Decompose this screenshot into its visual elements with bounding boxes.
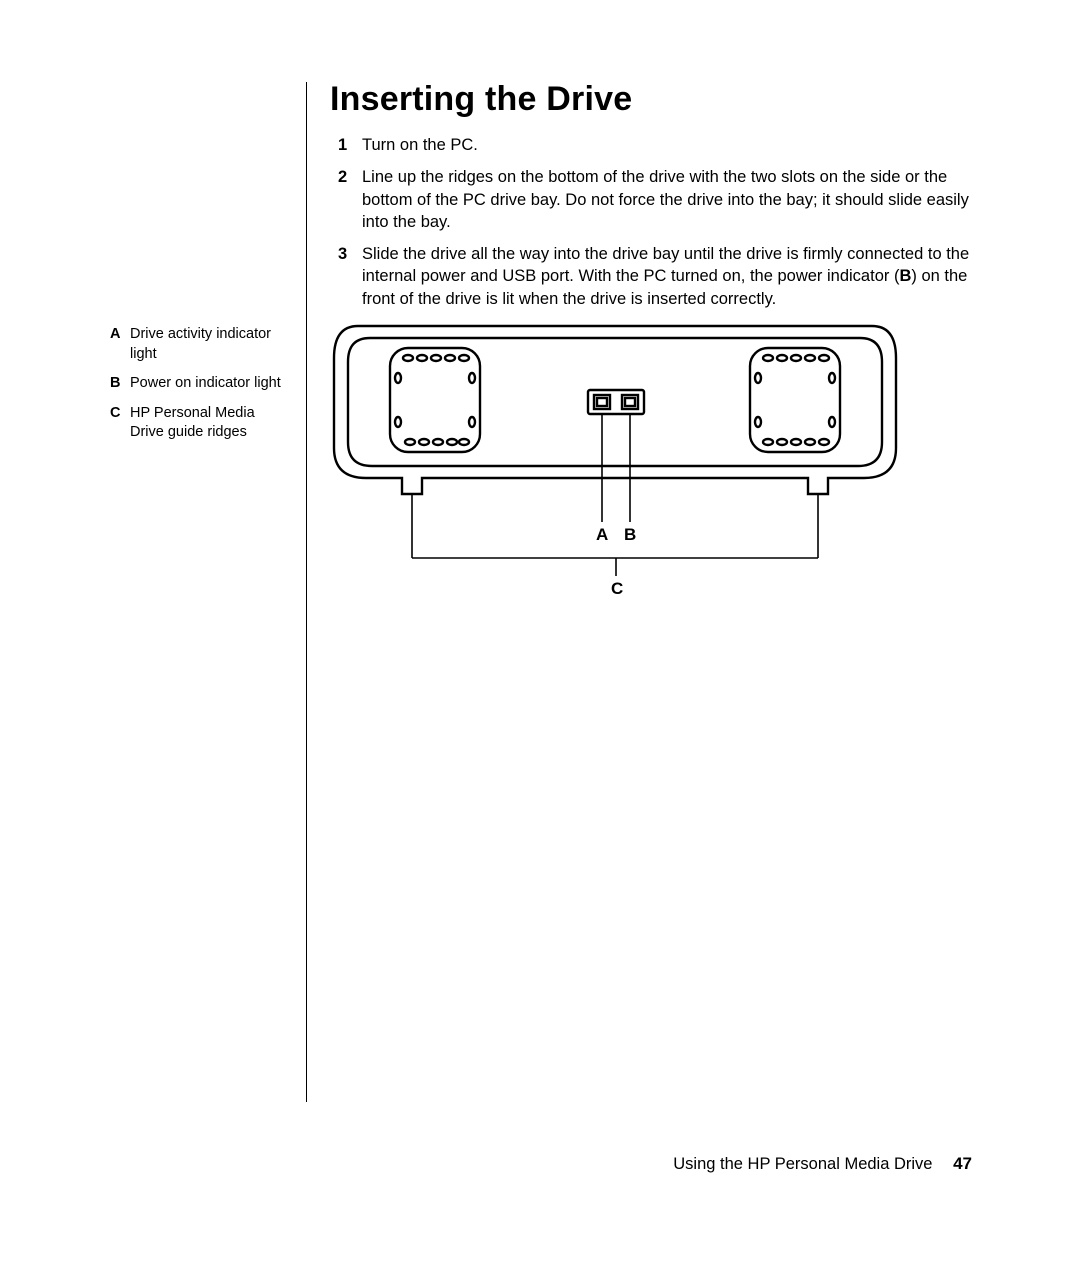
page-title: Inserting the Drive [330,80,632,119]
drive-diagram: A B C [330,318,900,598]
step-item: 1 Turn on the PC. [338,134,986,156]
step-number: 3 [338,243,362,310]
diagram-label-a: A [596,525,608,544]
step-text-pre: Slide the drive all the way into the dri… [362,245,969,285]
step-number: 2 [338,166,362,233]
drive-svg: A B C [330,318,900,598]
diagram-label-c: C [611,579,623,598]
page-footer: Using the HP Personal Media Drive 47 [673,1154,972,1174]
page-number: 47 [953,1154,972,1173]
step-text: Line up the ridges on the bottom of the … [362,166,986,233]
diagram-label-b: B [624,525,636,544]
step-item: 2 Line up the ridges on the bottom of th… [338,166,986,233]
step-number: 1 [338,134,362,156]
legend-letter: C [110,404,130,443]
legend-list: A Drive activity indicator light B Power… [110,325,290,453]
steps-list: 1 Turn on the PC. 2 Line up the ridges o… [338,134,986,320]
legend-text: HP Personal Media Drive guide ridges [130,404,290,443]
step-text: Slide the drive all the way into the dri… [362,243,986,310]
legend-item: A Drive activity indicator light [110,325,290,364]
vertical-divider [306,82,307,1102]
legend-item: B Power on indicator light [110,374,290,394]
footer-text: Using the HP Personal Media Drive [673,1155,932,1173]
legend-item: C HP Personal Media Drive guide ridges [110,404,290,443]
legend-letter: A [110,325,130,364]
step-text: Turn on the PC. [362,134,986,156]
step-text-bold: B [899,267,911,285]
legend-letter: B [110,374,130,394]
legend-text: Power on indicator light [130,374,290,394]
legend-text: Drive activity indicator light [130,325,290,364]
page: Inserting the Drive 1 Turn on the PC. 2 … [0,0,1080,1270]
step-item: 3 Slide the drive all the way into the d… [338,243,986,310]
